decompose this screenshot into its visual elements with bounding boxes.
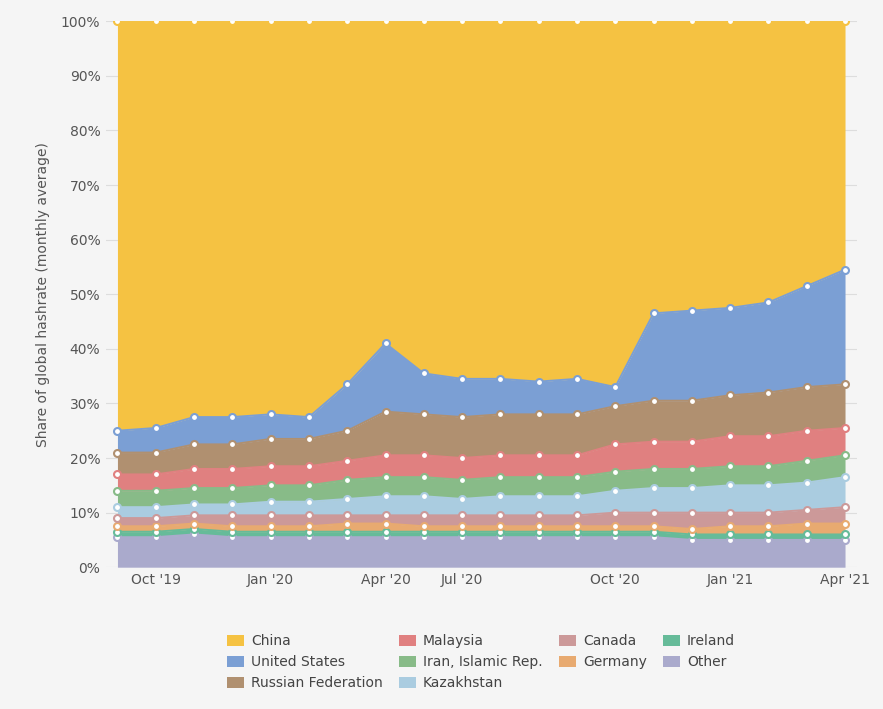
Legend: China, United States, Russian Federation, Malaysia, Iran, Islamic Rep., Kazakhst: China, United States, Russian Federation… <box>227 634 736 690</box>
Y-axis label: Share of global hashrate (monthly average): Share of global hashrate (monthly averag… <box>36 142 49 447</box>
